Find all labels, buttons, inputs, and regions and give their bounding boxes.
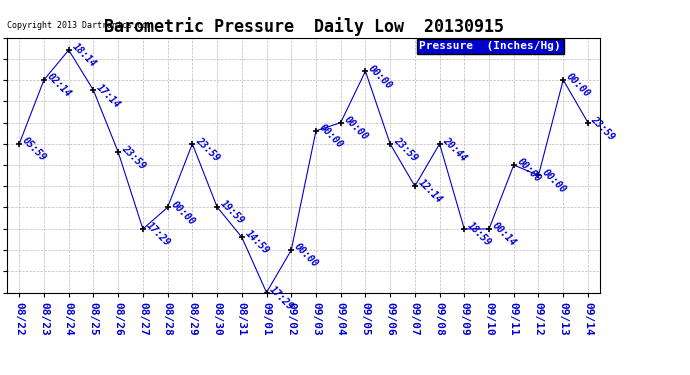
Text: 00:00: 00:00 — [342, 114, 370, 142]
Text: 18:59: 18:59 — [466, 220, 493, 249]
Text: 00:00: 00:00 — [515, 157, 543, 184]
Text: 23:59: 23:59 — [119, 144, 147, 171]
Text: 17:14: 17:14 — [95, 82, 123, 110]
Text: 00:00: 00:00 — [564, 72, 592, 99]
Text: 00:00: 00:00 — [366, 63, 395, 91]
Text: 19:59: 19:59 — [218, 198, 246, 226]
Text: 23:59: 23:59 — [589, 114, 617, 142]
Text: 05:59: 05:59 — [21, 135, 48, 163]
Text: Pressure  (Inches/Hg): Pressure (Inches/Hg) — [420, 41, 561, 51]
Text: 20:44: 20:44 — [441, 135, 469, 163]
Text: 00:00: 00:00 — [169, 199, 197, 227]
Text: 18:14: 18:14 — [70, 42, 98, 69]
Text: 00:14: 00:14 — [491, 220, 518, 249]
Text: Copyright 2013 Dartronics.com: Copyright 2013 Dartronics.com — [7, 21, 152, 30]
Text: 17:29: 17:29 — [144, 220, 172, 249]
Text: 02:14: 02:14 — [46, 72, 73, 99]
Title: Barometric Pressure  Daily Low  20130915: Barometric Pressure Daily Low 20130915 — [104, 17, 504, 36]
Text: 23:59: 23:59 — [391, 135, 420, 163]
Text: 23:59: 23:59 — [194, 135, 221, 163]
Text: 00:00: 00:00 — [293, 242, 320, 270]
Text: 17:29: 17:29 — [268, 284, 295, 312]
Text: 00:00: 00:00 — [540, 167, 568, 195]
Text: 00:00: 00:00 — [317, 123, 345, 150]
Text: 12:14: 12:14 — [416, 178, 444, 206]
Text: 14:59: 14:59 — [243, 229, 271, 256]
